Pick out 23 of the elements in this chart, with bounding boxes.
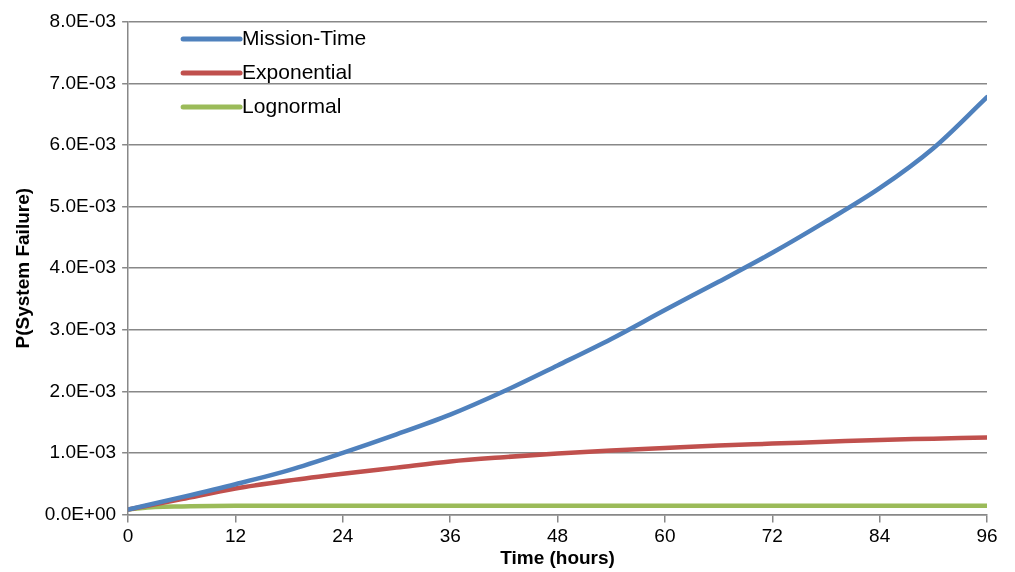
x-tick-label: 60 [654, 525, 676, 547]
x-tick-label: 48 [546, 525, 569, 547]
legend-label: Mission-Time [242, 25, 367, 49]
y-tick-label: 0.0E+00 [44, 502, 117, 524]
x-tick-label: 36 [439, 525, 461, 547]
y-tick-label: 6.0E-03 [49, 133, 117, 155]
x-tick-label: 96 [976, 525, 998, 547]
y-tick-label: 3.0E-03 [49, 317, 117, 339]
y-tick-label: 8.0E-03 [49, 10, 117, 32]
y-tick-label: 7.0E-03 [49, 71, 117, 93]
legend-label: Exponential [242, 59, 352, 83]
x-tick-label: 24 [332, 525, 354, 547]
legend-label: Lognormal [242, 93, 342, 117]
x-tick-label: 72 [761, 525, 783, 547]
y-tick-label: 5.0E-03 [49, 194, 117, 216]
x-tick-label: 12 [224, 525, 247, 547]
x-axis-title: Time (hours) [500, 546, 615, 568]
y-tick-label: 4.0E-03 [49, 256, 117, 278]
y-tick-label: 1.0E-03 [49, 441, 117, 463]
x-tick-label: 84 [869, 525, 891, 547]
y-axis-title: P(System Failure) [11, 187, 33, 349]
y-tick-label: 2.0E-03 [49, 379, 117, 401]
x-tick-label: 0 [122, 525, 134, 547]
